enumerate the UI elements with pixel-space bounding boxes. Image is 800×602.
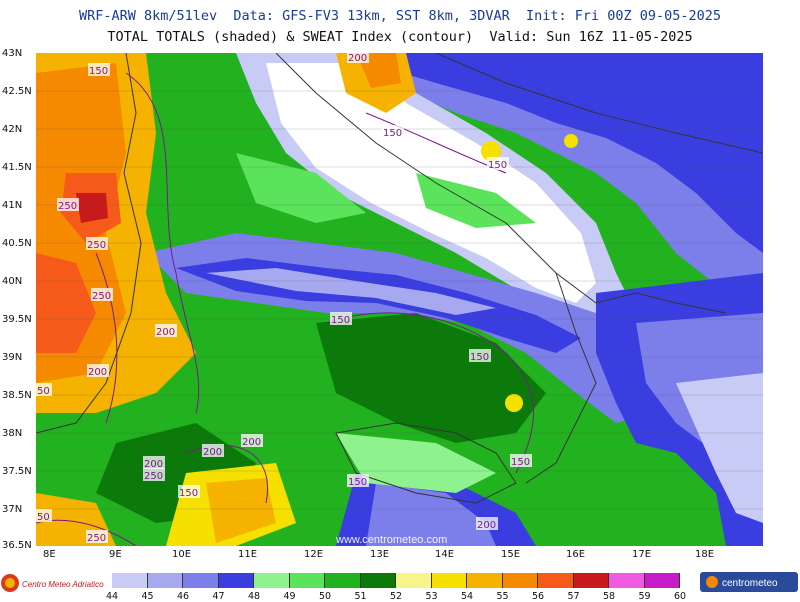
sweat-label: 250 — [87, 533, 106, 544]
color-scale-tick: 56 — [532, 591, 545, 602]
lon-label: 11E — [238, 549, 258, 560]
color-scale-swatch — [467, 573, 503, 588]
lon-label: 9E — [109, 549, 122, 560]
color-scale-swatch — [644, 573, 680, 588]
centrometeo-logo: centrometeo — [700, 568, 800, 598]
weather-map: 150 200 150 150 250 250 250 200 200 150 … — [36, 53, 763, 546]
color-scale-tick: 47 — [212, 591, 225, 602]
sweat-label: 150 — [331, 315, 350, 326]
lon-label: 8E — [43, 549, 56, 560]
color-scale-tick: 58 — [603, 591, 616, 602]
color-scale-tick: 52 — [390, 591, 403, 602]
sweat-label: 200 — [156, 327, 175, 338]
lon-label: 14E — [435, 549, 455, 560]
sweat-label: 250 — [92, 291, 111, 302]
sweat-label: 200 — [203, 447, 222, 458]
lat-label: 39.5N — [2, 314, 32, 325]
sweat-label: 150 — [511, 457, 530, 468]
lat-label: 36.5N — [2, 540, 32, 551]
color-scale-swatch — [360, 573, 396, 588]
lat-label: 37.5N — [2, 466, 32, 477]
sweat-label: 150 — [89, 66, 108, 77]
map-canvas: 150 200 150 150 250 250 250 200 200 150 … — [36, 53, 763, 546]
sweat-label: 200 — [88, 367, 107, 378]
logo-left-text: Centro Meteo Adriatico — [22, 580, 104, 589]
sweat-label: 200 — [477, 520, 496, 531]
color-scale-tick: 45 — [141, 591, 154, 602]
lat-label: 39N — [2, 352, 23, 363]
sweat-label: 200 — [144, 459, 163, 470]
color-scale-tick: 51 — [354, 591, 367, 602]
sweat-label: 50 — [37, 386, 50, 397]
color-scale-tick: 46 — [177, 591, 190, 602]
sweat-label: 200 — [348, 53, 367, 64]
lat-label: 40.5N — [2, 238, 32, 249]
color-scale-tick: 57 — [567, 591, 580, 602]
color-scale-tick: 59 — [638, 591, 651, 602]
lat-label: 42.5N — [2, 86, 32, 97]
lon-label: 13E — [370, 549, 390, 560]
sweat-label: 150 — [179, 488, 198, 499]
color-scale-tick: 44 — [106, 591, 119, 602]
color-scale-tick: 50 — [319, 591, 332, 602]
color-scale-swatch — [289, 573, 325, 588]
lat-label: 37N — [2, 504, 23, 515]
color-scale-swatch — [218, 573, 254, 588]
lon-label: 16E — [566, 549, 586, 560]
logo-right-text: centrometeo — [722, 578, 778, 589]
sweat-label: 150 — [383, 128, 402, 139]
map-title-line2: TOTAL TOTALS (shaded) & SWEAT Index (con… — [107, 29, 693, 45]
lon-label: 12E — [304, 549, 324, 560]
color-scale-tick: 54 — [461, 591, 474, 602]
color-scale-swatch — [573, 573, 609, 588]
color-scale-swatch — [609, 573, 645, 588]
color-scale-swatch — [183, 573, 219, 588]
sweat-label: 150 — [488, 160, 507, 171]
lat-label: 40N — [2, 276, 23, 287]
color-scale-swatch — [254, 573, 290, 588]
lat-label: 41N — [2, 200, 23, 211]
sweat-label: 150 — [470, 352, 489, 363]
centro-meteo-adriatico-logo: Centro Meteo Adriatico — [0, 568, 110, 598]
sweat-label: 250 — [87, 240, 106, 251]
color-scale-tick: 55 — [496, 591, 509, 602]
watermark-text: www.centrometeo.com — [335, 534, 447, 546]
color-scale-swatch — [112, 573, 148, 588]
color-scale-tick: 48 — [248, 591, 261, 602]
color-scale-swatch — [325, 573, 361, 588]
lon-label: 18E — [695, 549, 715, 560]
lon-label: 10E — [172, 549, 192, 560]
color-scale-swatch — [147, 573, 183, 588]
lat-label: 43N — [2, 48, 23, 59]
color-scale-tick: 53 — [425, 591, 438, 602]
sweat-label: 50 — [37, 512, 50, 523]
sweat-label: 150 — [348, 477, 367, 488]
lat-label: 38.5N — [2, 390, 32, 401]
color-scale-tick: 49 — [283, 591, 296, 602]
map-title-line1: WRF-ARW 8km/51lev Data: GFS-FV3 13km, SS… — [78, 8, 722, 24]
color-scale-tick: 60 — [674, 591, 687, 602]
color-scale-swatch — [396, 573, 432, 588]
color-scale-swatch — [431, 573, 467, 588]
sweat-label: 250 — [144, 471, 163, 482]
lat-label: 38N — [2, 428, 23, 439]
color-scale-swatch — [538, 573, 574, 588]
lat-label: 42N — [2, 124, 23, 135]
color-scale-swatch — [502, 573, 538, 588]
lon-label: 17E — [632, 549, 652, 560]
lon-label: 15E — [501, 549, 521, 560]
sweat-label: 250 — [58, 201, 77, 212]
sweat-label: 200 — [242, 437, 261, 448]
lat-label: 41.5N — [2, 162, 32, 173]
